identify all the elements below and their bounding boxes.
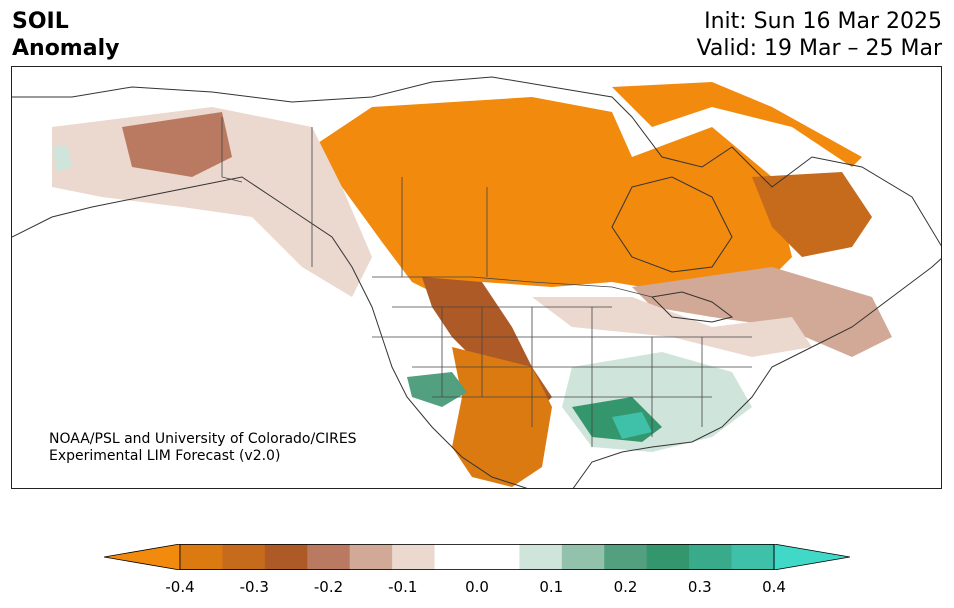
colorbar-segment [604, 544, 648, 570]
anomaly-map: NOAA/PSL and University of Colorado/CIRE… [11, 66, 942, 489]
credit-line-2: Experimental LIM Forecast (v2.0) [49, 448, 281, 464]
wet-spot-alaska [52, 145, 72, 172]
colorbar-extend-high [773, 544, 850, 570]
colorbar-segment [646, 544, 690, 570]
colorbar-tick-label: 0.4 [762, 578, 786, 596]
political-borders [221, 117, 752, 447]
credit-text: NOAA/PSL and University of Colorado/CIRE… [49, 431, 357, 465]
dry-region-southwest [452, 347, 552, 487]
colorbar-tick-label: -0.3 [239, 578, 269, 596]
dry-region-labrador [752, 172, 872, 257]
colorbar-segment [519, 544, 563, 570]
wet-region-california [407, 372, 467, 407]
colorbar-tick-label: 0.1 [539, 578, 564, 596]
plot-title: SOIL Anomaly [12, 8, 119, 62]
slight-dry-great-lakes [532, 297, 812, 357]
dry-region-arctic [612, 82, 862, 167]
colorbar-segment [392, 544, 436, 570]
forecast-dates: Init: Sun 16 Mar 2025 Valid: 19 Mar – 25… [697, 8, 942, 62]
colorbar-segment [307, 544, 351, 570]
map-canvas [12, 76, 941, 488]
colorbar-tick-label: -0.2 [313, 578, 344, 596]
colorbar-outline [179, 544, 775, 570]
colorbar-segment [689, 544, 733, 570]
colorbar-segment [180, 544, 223, 570]
dry-region-canada [312, 97, 792, 297]
colorbar-segment [349, 544, 393, 570]
credit-line-1: NOAA/PSL and University of Colorado/CIRE… [49, 431, 357, 447]
colorbar-tick-label: -0.1 [388, 578, 418, 596]
colorbar-tick-label: 0.2 [613, 578, 638, 596]
slight-dry-east [632, 267, 892, 357]
title-line-2: Anomaly [12, 36, 120, 61]
valid-period: Valid: 19 Mar – 25 Mar [696, 36, 942, 61]
colorbar-segment [264, 544, 308, 570]
colorbar-segment [222, 544, 266, 570]
init-date: Init: Sun 16 Mar 2025 [704, 9, 942, 34]
colorbar-tick-label: 0.3 [687, 578, 712, 596]
wet-region-louisiana [612, 412, 652, 439]
dry-region-yukon [122, 112, 232, 177]
colorbar-segment [477, 544, 520, 570]
coastlines [12, 76, 941, 488]
colorbar [104, 544, 850, 570]
colorbar-segment [561, 544, 605, 570]
colorbar-tick-label: -0.4 [165, 578, 195, 596]
colorbar-segment [434, 544, 478, 570]
colorbar-segment [731, 544, 775, 570]
title-line-1: SOIL [12, 9, 69, 34]
colorbar-extend-low [104, 544, 181, 570]
colorbar-tick-label: 0.0 [465, 578, 489, 596]
